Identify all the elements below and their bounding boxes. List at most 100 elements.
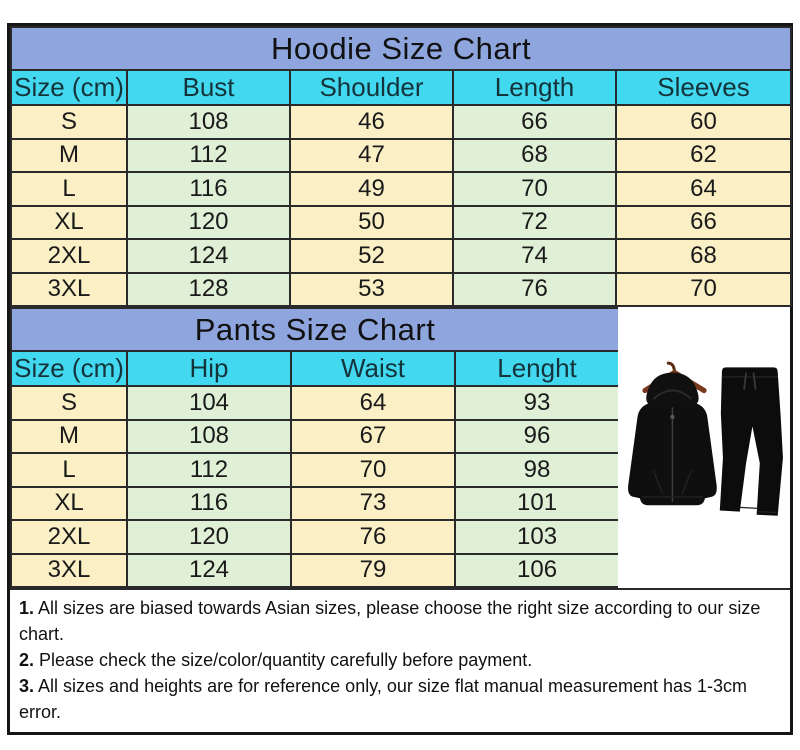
pants-col-hip: Hip	[126, 350, 292, 387]
table-cell: 98	[453, 452, 621, 488]
table-cell: 68	[452, 137, 617, 173]
hoodie-row-s: S 108 46 66 60	[10, 104, 793, 140]
hoodie-col-length: Length	[452, 69, 617, 106]
table-cell: 46	[289, 104, 454, 140]
product-photo-panel	[618, 307, 790, 588]
table-cell: 2XL	[10, 519, 128, 555]
table-cell: 3XL	[10, 271, 128, 307]
pants-col-lenght: Lenght	[453, 350, 621, 387]
hoodie-row-m: M 112 47 68 62	[10, 137, 793, 173]
table-cell: L	[10, 171, 128, 207]
table-cell: 53	[289, 271, 454, 307]
pants-section: Pants Size Chart Size (cm) Hip Waist Len…	[9, 307, 790, 588]
table-cell: 68	[614, 238, 793, 274]
table-cell: S	[10, 385, 128, 421]
table-cell: 49	[289, 171, 454, 207]
table-cell: 112	[126, 137, 291, 173]
table-cell: 108	[126, 418, 292, 454]
note-text: Please check the size/color/quantity car…	[34, 650, 533, 670]
hoodie-chart-title: Hoodie Size Chart	[9, 26, 793, 71]
note-item-1: 1. All sizes are biased towards Asian si…	[19, 595, 781, 647]
pants-col-size: Size (cm)	[10, 350, 128, 387]
pants-row-l: L 112 70 98	[10, 452, 621, 488]
pants-row-m: M 108 67 96	[10, 418, 621, 454]
pants-row-xl: XL 116 73 101	[10, 485, 621, 521]
table-cell: 116	[126, 171, 291, 207]
note-text: All sizes and heights are for reference …	[19, 676, 748, 722]
table-cell: 101	[453, 485, 621, 521]
table-cell: 116	[126, 485, 292, 521]
pants-row-3xl: 3XL 124 79 106	[10, 552, 621, 588]
table-cell: 120	[126, 519, 292, 555]
table-cell: 70	[452, 171, 617, 207]
pants-size-table: Pants Size Chart Size (cm) Hip Waist Len…	[9, 307, 621, 588]
hoodie-title-row: Hoodie Size Chart	[9, 26, 793, 71]
hoodie-row-2xl: 2XL 124 52 74 68	[10, 238, 793, 274]
table-cell: 70	[290, 452, 456, 488]
hoodie-graphic	[628, 372, 717, 506]
table-cell: 106	[453, 552, 621, 588]
table-cell: L	[10, 452, 128, 488]
table-cell: 124	[126, 238, 291, 274]
table-cell: 93	[453, 385, 621, 421]
table-cell: 62	[614, 137, 793, 173]
table-cell: 112	[126, 452, 292, 488]
table-cell: 73	[290, 485, 456, 521]
table-cell: 3XL	[10, 552, 128, 588]
table-cell: 74	[452, 238, 617, 274]
pants-col-waist: Waist	[290, 350, 456, 387]
table-cell: 60	[614, 104, 793, 140]
pants-header-row: Size (cm) Hip Waist Lenght	[10, 350, 621, 387]
pants-row-2xl: 2XL 120 76 103	[10, 519, 621, 555]
note-text: All sizes are biased towards Asian sizes…	[19, 598, 761, 644]
table-cell: 103	[453, 519, 621, 555]
table-cell: 66	[452, 104, 617, 140]
pants-chart-title: Pants Size Chart	[9, 307, 621, 352]
table-cell: 120	[126, 204, 291, 240]
notes-section: 1. All sizes are biased towards Asian si…	[10, 588, 790, 732]
table-cell: 104	[126, 385, 292, 421]
table-cell: 124	[126, 552, 292, 588]
note-item-3: 3. All sizes and heights are for referen…	[19, 673, 781, 725]
note-number: 3.	[19, 676, 35, 696]
pants-title-row: Pants Size Chart	[9, 307, 621, 352]
table-cell: 52	[289, 238, 454, 274]
note-item-2: 2. Please check the size/color/quantity …	[19, 647, 781, 673]
size-chart-sheet: Hoodie Size Chart Size (cm) Bust Shoulde…	[7, 23, 793, 735]
table-cell: 50	[289, 204, 454, 240]
table-cell: 72	[452, 204, 617, 240]
tracksuit-product-image	[628, 361, 783, 516]
table-cell: 64	[614, 171, 793, 207]
hoodie-header-row: Size (cm) Bust Shoulder Length Sleeves	[10, 69, 793, 106]
jogger-pants-graphic	[719, 367, 783, 516]
table-cell: 76	[452, 271, 617, 307]
table-cell: 79	[290, 552, 456, 588]
table-cell: M	[10, 137, 128, 173]
table-cell: 76	[290, 519, 456, 555]
table-cell: 64	[290, 385, 456, 421]
table-cell: 66	[614, 204, 793, 240]
hoodie-col-size: Size (cm)	[10, 69, 128, 106]
table-cell: 96	[453, 418, 621, 454]
hoodie-size-table: Hoodie Size Chart Size (cm) Bust Shoulde…	[9, 26, 793, 307]
hoodie-row-3xl: 3XL 128 53 76 70	[10, 271, 793, 307]
pants-row-s: S 104 64 93	[10, 385, 621, 421]
hoodie-row-xl: XL 120 50 72 66	[10, 204, 793, 240]
table-cell: 2XL	[10, 238, 128, 274]
table-cell: XL	[10, 485, 128, 521]
hoodie-col-sleeves: Sleeves	[614, 69, 793, 106]
table-cell: S	[10, 104, 128, 140]
table-cell: 128	[126, 271, 291, 307]
table-cell: 70	[614, 271, 793, 307]
table-cell: 47	[289, 137, 454, 173]
hoodie-col-bust: Bust	[126, 69, 291, 106]
hoodie-col-shoulder: Shoulder	[289, 69, 454, 106]
table-cell: 67	[290, 418, 456, 454]
hoodie-row-l: L 116 49 70 64	[10, 171, 793, 207]
pants-table-container: Pants Size Chart Size (cm) Hip Waist Len…	[9, 307, 621, 588]
note-number: 2.	[19, 650, 35, 670]
table-cell: 108	[126, 104, 291, 140]
table-cell: M	[10, 418, 128, 454]
note-number: 1.	[19, 598, 35, 618]
table-cell: XL	[10, 204, 128, 240]
